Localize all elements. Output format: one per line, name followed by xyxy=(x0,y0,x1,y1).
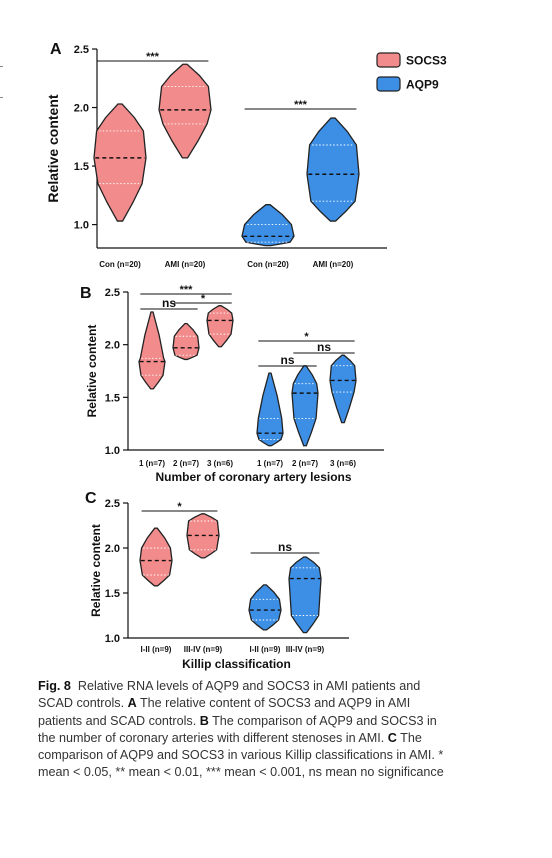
x-tick-label: 2 (n=7) xyxy=(173,459,199,468)
figure-caption: Fig. 8 Relative RNA levels of AQP9 and S… xyxy=(38,678,448,782)
violin-body xyxy=(158,63,212,159)
caption-intro: Relative RNA levels of AQP9 and SOCS3 in… xyxy=(38,679,421,711)
caption-b-label: B xyxy=(199,713,209,728)
significance-label: *** xyxy=(180,284,194,296)
y-axis-label: Relative content xyxy=(45,94,61,202)
x-tick-label: 1 (n=7) xyxy=(139,459,165,468)
violin-body xyxy=(93,103,147,222)
y-tick-label: 1.5 xyxy=(105,392,120,404)
x-axis-label: Killip classification xyxy=(182,657,291,671)
x-tick-label: 1 (n=7) xyxy=(257,459,283,468)
violin-aqp9 xyxy=(288,556,322,634)
edge-mark xyxy=(0,66,3,67)
violin-aqp9 xyxy=(241,204,295,247)
panel-b: B 1.0 1.5 2.0 2.5 Relative content 1 (n=7) 2 (n… xyxy=(80,284,384,484)
x-tick-label: 2 (n=7) xyxy=(292,459,318,468)
violin-body xyxy=(256,372,284,447)
violin-aqp9 xyxy=(306,117,360,222)
x-tick-label: 3 (n=6) xyxy=(330,459,356,468)
significance-label: * xyxy=(201,293,206,305)
violin-body xyxy=(206,305,234,348)
significance-label: *** xyxy=(294,99,308,111)
violin-body xyxy=(291,365,319,447)
y-axis-label: Relative content xyxy=(85,325,99,418)
x-tick-label: III-IV (n=9) xyxy=(286,645,325,654)
significance-label: ns xyxy=(278,540,292,554)
caption-fig-label: Fig. 8 xyxy=(38,679,71,693)
y-axis-label: Relative content xyxy=(89,524,103,617)
caption-a-label: A xyxy=(127,696,137,711)
legend-swatch xyxy=(376,52,401,68)
violin-socs3 xyxy=(158,63,212,159)
y-tick-label: 1.0 xyxy=(105,633,120,645)
significance-label: * xyxy=(177,501,182,513)
significance-label: ns xyxy=(317,340,331,354)
caption-c-text: The comparison of AQP9 and SOCS3 in vari… xyxy=(38,730,444,780)
y-tick-label: 1.5 xyxy=(74,161,89,173)
significance-label: ns xyxy=(162,296,176,310)
violin-socs3 xyxy=(138,311,166,390)
violin-body xyxy=(241,204,295,247)
x-tick-label: III-IV (n=9) xyxy=(184,645,223,654)
x-tick-label: Con (n=20) xyxy=(99,260,141,269)
y-tick-label: 1.5 xyxy=(105,588,120,600)
legend-label: AQP9 xyxy=(406,78,439,92)
x-tick-label: Con (n=20) xyxy=(247,260,289,269)
violin-socs3 xyxy=(93,103,147,222)
violin-aqp9 xyxy=(248,584,282,631)
y-tick-label: 2.5 xyxy=(74,44,89,56)
legend-label: SOCS3 xyxy=(406,54,447,68)
edge-mark xyxy=(0,97,3,98)
y-tick-label: 2.0 xyxy=(105,340,120,352)
x-tick-label: I-II (n=9) xyxy=(141,645,172,654)
significance-label: * xyxy=(304,331,309,343)
y-tick-label: 1.0 xyxy=(105,445,120,457)
y-tick-label: 2.5 xyxy=(105,287,120,299)
caption-c-label: C xyxy=(387,730,397,745)
x-tick-label: AMI (n=20) xyxy=(165,260,206,269)
panel-letter: A xyxy=(50,41,62,58)
panel-letter: B xyxy=(80,285,92,302)
significance-label: *** xyxy=(146,51,160,63)
violin-body xyxy=(329,354,357,424)
violin-aqp9 xyxy=(256,372,284,447)
violin-body xyxy=(138,311,166,390)
y-tick-label: 2.0 xyxy=(74,103,89,115)
caption-b-text: The comparison of AQP9 and SOCS3 in the … xyxy=(38,713,437,745)
violin-body xyxy=(306,117,360,222)
x-tick-label: AMI (n=20) xyxy=(313,260,354,269)
caption-a-text: The relative content of SOCS3 and AQP9 i… xyxy=(38,696,411,728)
violin-body xyxy=(288,556,322,634)
x-tick-label: 3 (n=6) xyxy=(207,459,233,468)
legend: SOCS3 AQP9 xyxy=(376,52,447,92)
violin-body xyxy=(139,527,173,587)
x-axis-label: Number of coronary artery lesions xyxy=(155,470,351,484)
violin-body xyxy=(248,584,282,631)
violin-socs3 xyxy=(139,527,173,587)
violin-aqp9 xyxy=(329,354,357,424)
violin-socs3 xyxy=(172,322,200,361)
violin-socs3 xyxy=(206,305,234,348)
y-tick-label: 2.0 xyxy=(105,543,120,555)
panel-c: C 1.0 1.5 2.0 2.5 Relative content I-II (n=9) I… xyxy=(85,490,349,671)
y-tick-label: 2.5 xyxy=(105,498,120,510)
y-tick-label: 1.0 xyxy=(74,220,89,232)
violin-aqp9 xyxy=(291,365,319,447)
violin-socs3 xyxy=(186,513,220,559)
significance-label: ns xyxy=(280,353,294,367)
panel-letter: C xyxy=(85,490,97,507)
panel-a: A 1.0 1.5 2.0 2.5 Relative content Con (n=20) A… xyxy=(45,41,387,269)
legend-swatch xyxy=(376,76,401,92)
violin-body xyxy=(172,322,200,361)
x-tick-label: I-II (n=9) xyxy=(250,645,281,654)
